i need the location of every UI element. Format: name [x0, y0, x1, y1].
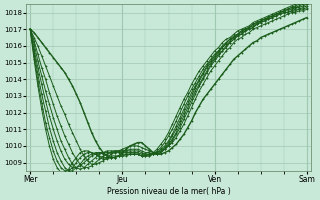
X-axis label: Pression niveau de la mer( hPa ): Pression niveau de la mer( hPa ): [107, 187, 230, 196]
